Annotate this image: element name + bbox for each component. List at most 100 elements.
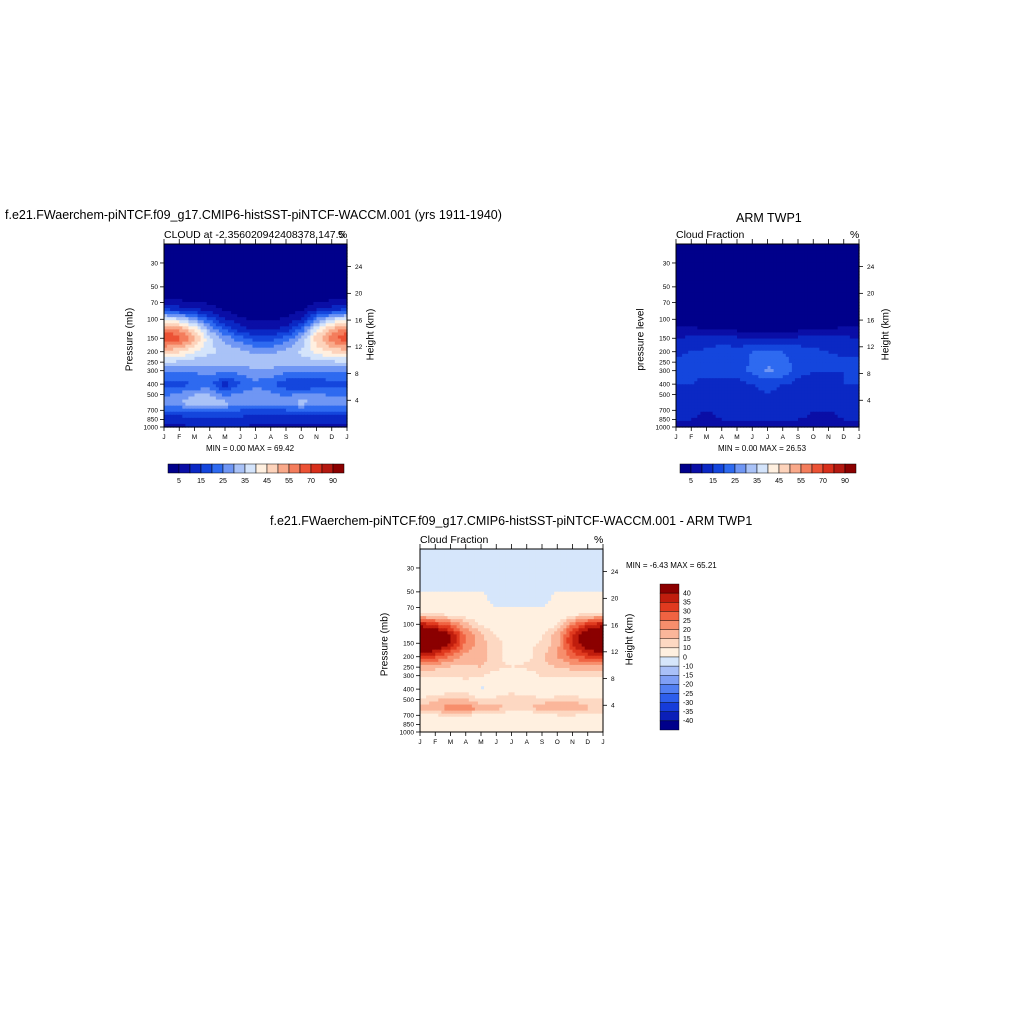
panel1-cell: [173, 420, 177, 425]
panel2-cell: [712, 259, 717, 263]
panel1-cell: [295, 326, 299, 330]
panel2-cell: [794, 253, 799, 257]
panel1-cell: [343, 366, 348, 370]
panel1-cell: [185, 277, 189, 282]
panel1-cell: [246, 259, 250, 263]
panel1-cell: [237, 356, 241, 361]
panel1-cell: [325, 378, 330, 382]
panel1-cell: [286, 408, 290, 413]
panel2-cell: [746, 301, 750, 306]
panel2-cell: [852, 298, 857, 303]
panel1-cell: [316, 344, 321, 349]
panel1-cell: [319, 387, 324, 391]
panel1-cell: [228, 353, 232, 358]
panel2-cell: [807, 244, 811, 248]
panel1-cell: [307, 289, 311, 294]
panel1-cell: [295, 372, 299, 376]
panel1-cell: [234, 292, 238, 297]
panel2-cell: [828, 283, 833, 288]
panel1-cell: [246, 286, 250, 291]
panel2-cell: [724, 271, 729, 276]
panel2-cell: [776, 286, 781, 291]
panel1-cell: [286, 417, 290, 422]
panel1-cell: [286, 420, 290, 425]
panel1-cell: [185, 292, 189, 297]
panel1-cell: [261, 420, 266, 425]
panel2-cell: [685, 298, 689, 303]
panel1-cell: [279, 308, 284, 312]
panel2-cell: [770, 292, 775, 297]
panel1-cell: [179, 335, 183, 340]
panel1-cell: [322, 369, 327, 373]
panel1-cell: [289, 274, 293, 279]
panel2-cell: [685, 262, 689, 266]
panel2-cell: [816, 295, 820, 300]
panel2-cell: [676, 262, 680, 266]
panel1-cell: [307, 350, 311, 355]
panel1-cell: [276, 341, 281, 346]
panel1-cell: [258, 271, 263, 276]
panel1-cell: [228, 414, 232, 419]
panel1-cell: [273, 274, 278, 279]
panel1-cell: [252, 320, 257, 324]
panel2-cell: [752, 274, 756, 279]
panel1-cell: [334, 396, 339, 401]
panel1-cell: [258, 369, 263, 373]
panel2-cell: [779, 250, 784, 254]
panel2-cell: [855, 283, 860, 288]
panel1-cell: [340, 283, 345, 288]
panel2-cell: [691, 247, 695, 251]
panel1-cell: [176, 375, 180, 379]
panel1-cell: [307, 356, 311, 361]
panel1-cell: [261, 332, 266, 337]
panel1-cell: [340, 250, 345, 254]
panel2-cell: [697, 253, 701, 257]
panel1-cell: [240, 417, 244, 422]
panel2-cell: [846, 247, 851, 251]
panel1-cell: [188, 283, 193, 288]
panel1-cell: [249, 350, 254, 355]
panel1-cell: [215, 356, 220, 361]
panel2-cell: [715, 262, 720, 266]
panel1-cell: [209, 286, 214, 291]
panel1-cell: [267, 253, 272, 257]
panel1-cell: [319, 396, 324, 401]
panel1-cell: [212, 405, 217, 410]
panel1-cell: [203, 259, 208, 263]
panel1-cell: [255, 405, 260, 410]
panel1-cell: [164, 405, 168, 410]
panel1-cell: [307, 265, 311, 269]
panel1-cell: [322, 399, 327, 404]
panel1-cell: [218, 387, 223, 391]
panel2-cell: [764, 308, 769, 312]
panel1-cell: [164, 329, 168, 334]
panel2-cell: [840, 253, 845, 257]
panel2-cell: [801, 250, 805, 254]
panel2-cell: [682, 259, 686, 263]
panel2-cell: [779, 256, 784, 260]
panel1-cell: [264, 408, 269, 413]
panel1-cell: [325, 350, 330, 355]
panel1-cell: [279, 247, 284, 251]
panel2-cell: [697, 280, 701, 285]
panel1-cell: [316, 350, 321, 355]
panel1-cell: [289, 317, 293, 321]
panel2-cell: [828, 262, 833, 266]
panel1-cell: [304, 277, 308, 282]
panel2-cell: [737, 292, 741, 297]
panel1-cell: [273, 347, 278, 352]
panel1-cell: [313, 253, 318, 257]
panel1-cell: [188, 390, 193, 395]
panel2-cell: [776, 268, 781, 273]
panel1-cell: [286, 280, 290, 285]
panel1-cell: [185, 341, 189, 346]
panel1-cell: [337, 390, 342, 395]
panel1-cell: [234, 311, 238, 315]
panel1-cell: [304, 262, 308, 266]
panel1-cell: [307, 366, 311, 370]
panel2-cell: [825, 259, 830, 263]
panel1-cell: [170, 295, 174, 300]
panel2-cell: [831, 274, 836, 279]
panel2-cell: [685, 277, 689, 282]
panel1-cell: [258, 356, 263, 361]
